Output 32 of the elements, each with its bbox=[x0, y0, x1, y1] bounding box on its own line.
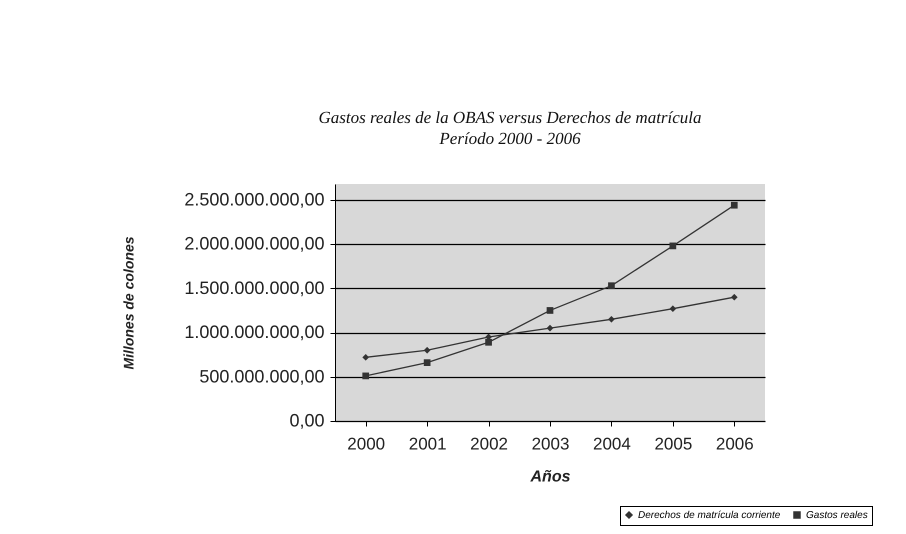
y-axis-title: Millones de colones bbox=[120, 236, 136, 370]
point bbox=[670, 305, 676, 312]
y-tick-label: 2.500.000.000,00 bbox=[184, 189, 324, 210]
point bbox=[730, 294, 738, 301]
point bbox=[485, 338, 492, 346]
x-tick-label: 2004 bbox=[593, 434, 631, 454]
y-tick-label: 500.000.000,00 bbox=[199, 366, 324, 386]
point bbox=[424, 359, 430, 366]
point bbox=[670, 242, 676, 250]
point bbox=[362, 372, 370, 380]
x-tick-label: 2001 bbox=[408, 434, 447, 454]
y-tick-label: 1.000.000.000,00 bbox=[184, 322, 324, 342]
point bbox=[424, 346, 430, 354]
x-tick-label: 2002 bbox=[470, 434, 508, 454]
x-tick-label: 2006 bbox=[716, 434, 754, 454]
chart-subtitle: Período 2000 - 2006 bbox=[438, 129, 582, 148]
y-tick-label: 0,00 bbox=[289, 410, 324, 430]
y-tick-label: 1.500.000.000,00 bbox=[184, 278, 324, 298]
y-tick-label: 2.000.000.000,00 bbox=[184, 234, 324, 254]
x-tick-label: 2003 bbox=[532, 434, 570, 454]
point bbox=[546, 324, 554, 332]
legend-label: Derechos de matrícula corriente bbox=[638, 510, 781, 521]
point bbox=[608, 316, 615, 323]
point bbox=[362, 354, 370, 361]
chart-title: Gastos reales de la OBAS versus Derechos de matrícula bbox=[318, 108, 702, 127]
point bbox=[730, 202, 738, 209]
legend-label: Gastos reales bbox=[806, 510, 868, 521]
x-tick-label: 2000 bbox=[347, 434, 386, 454]
x-axis-title: Años bbox=[530, 468, 571, 486]
x-tick-label: 2005 bbox=[654, 434, 692, 454]
point bbox=[546, 307, 554, 314]
point bbox=[608, 282, 615, 290]
